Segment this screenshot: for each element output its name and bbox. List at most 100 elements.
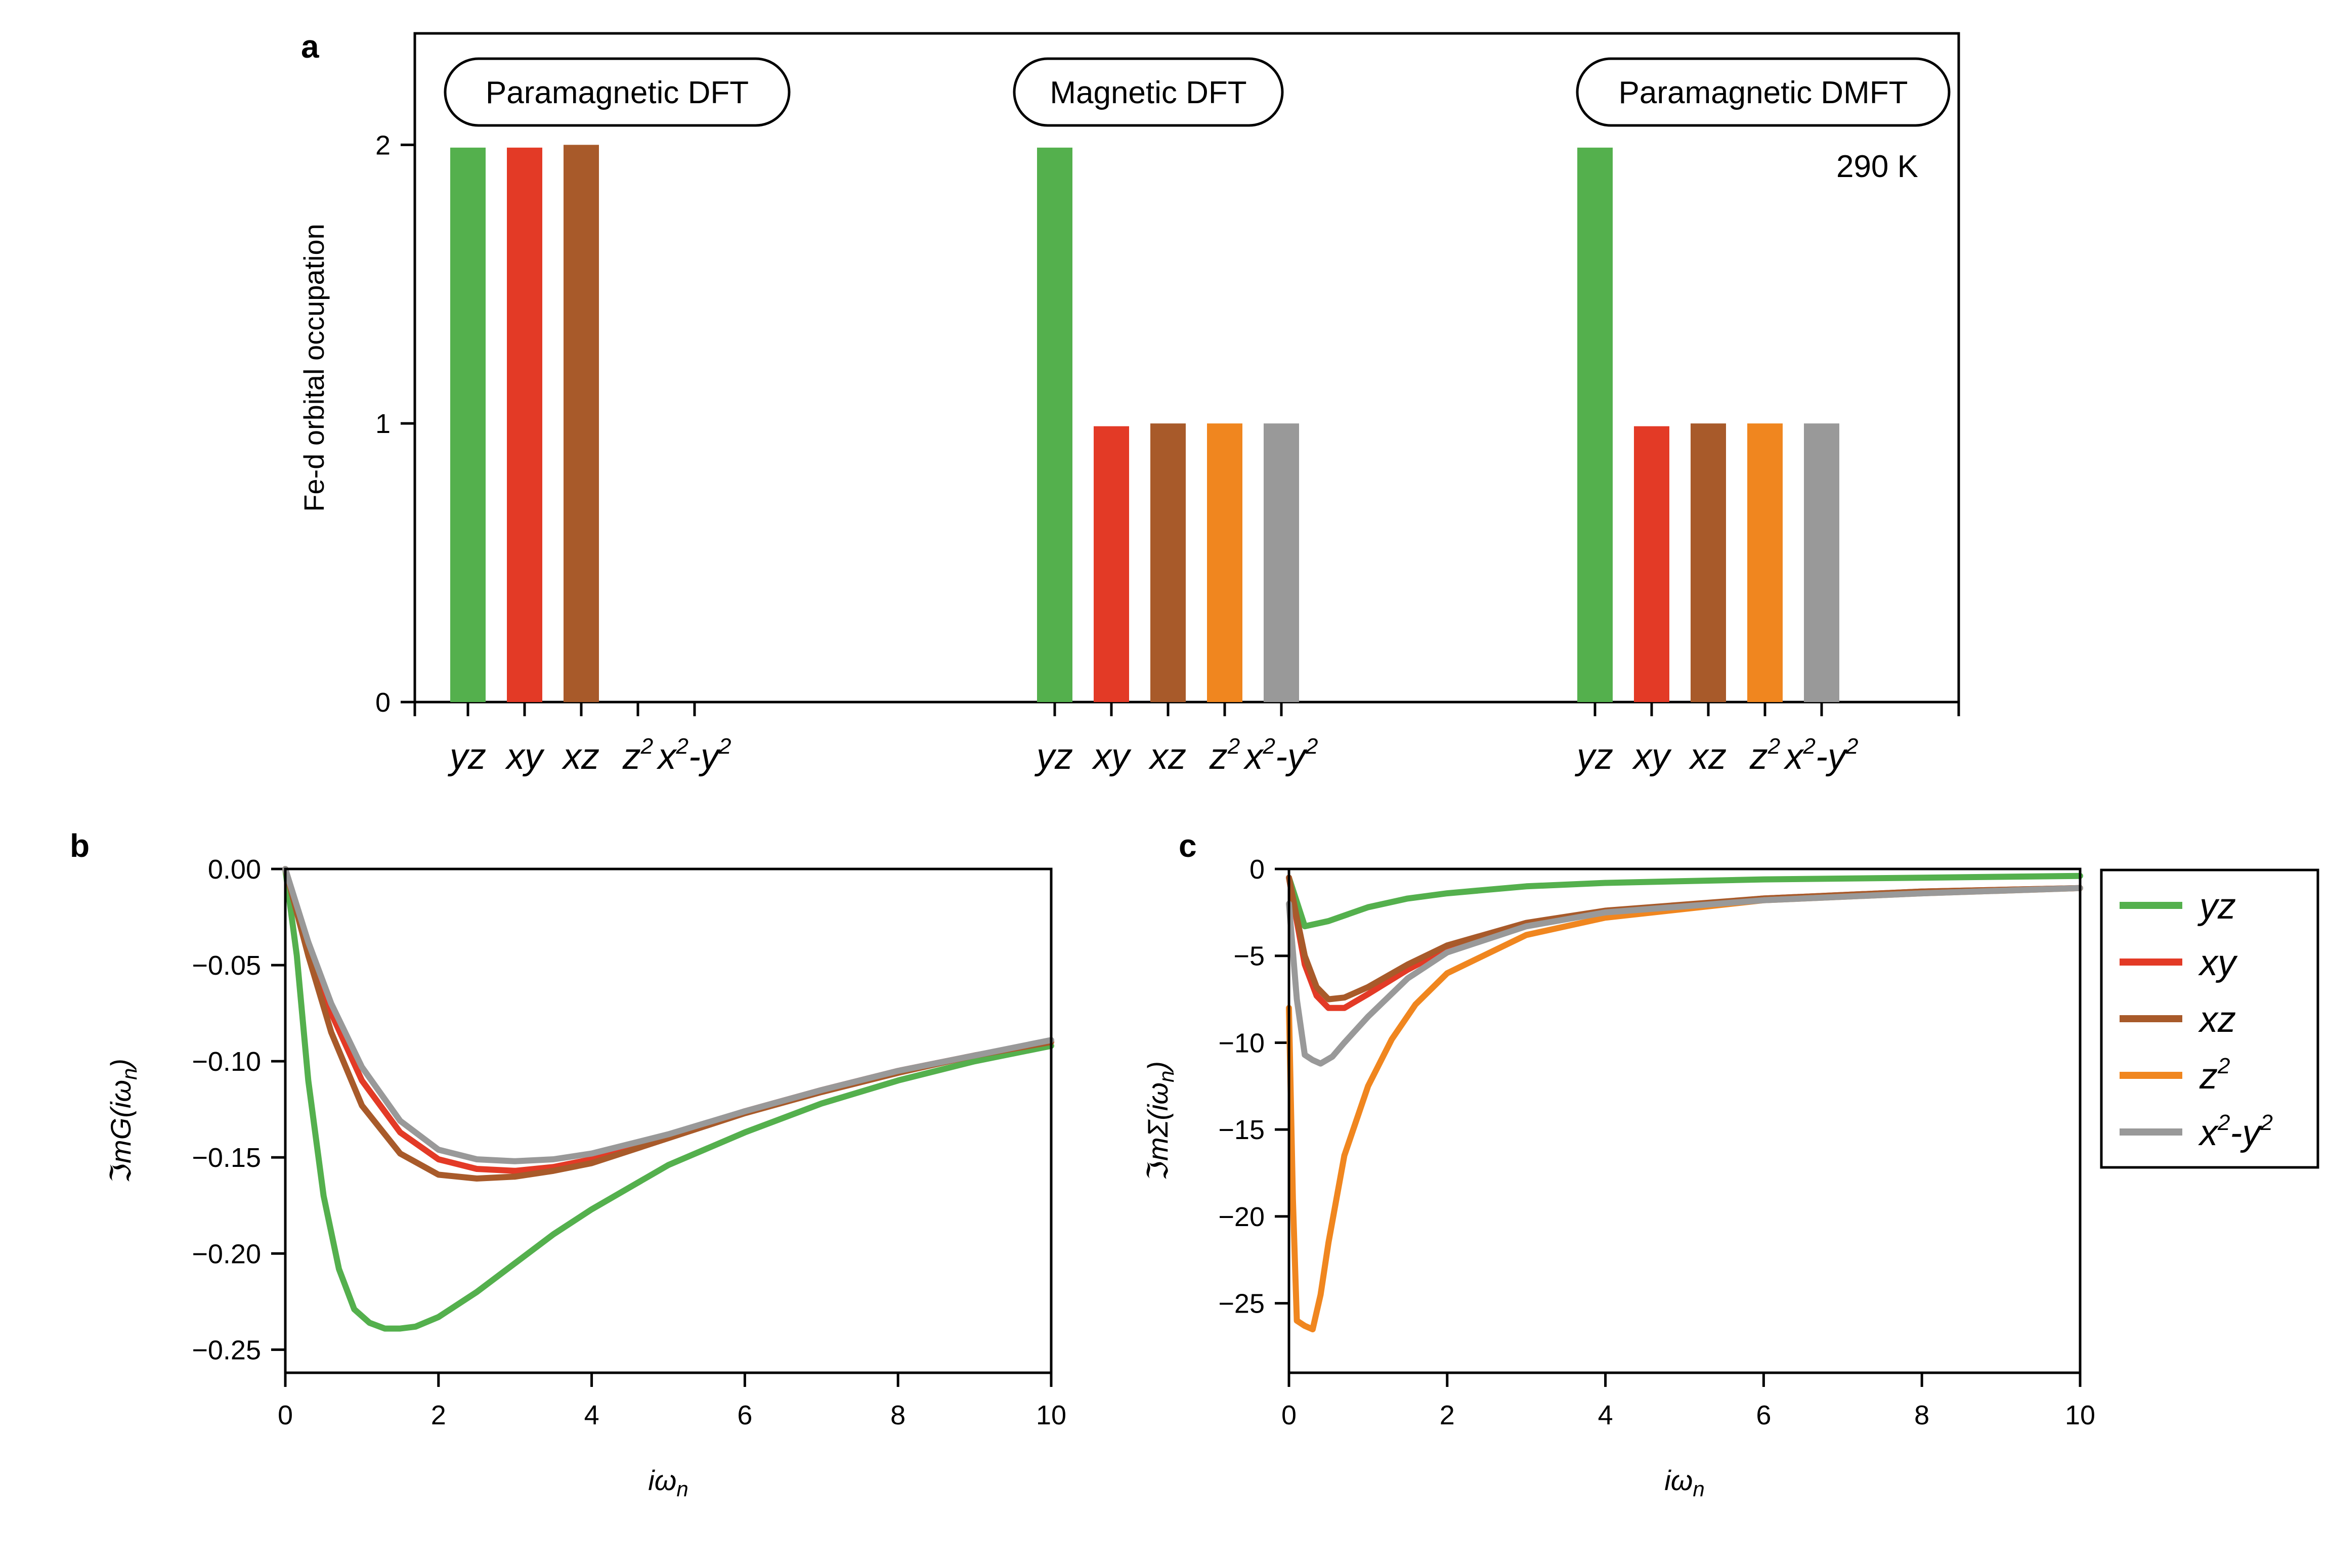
y-tick-label: −0.05 [192,950,261,981]
legend-label-yz: yz [2197,886,2236,927]
category-label-xy: xy [1092,736,1132,777]
category-label-base: xz [562,736,599,777]
bar-2-xz [1691,423,1726,702]
series-line-z2 [1286,885,2083,1333]
category-label-xz: xz [562,736,599,777]
category-label-x2-y2: x2-y2 [1243,734,1318,777]
legend-label-x2-y2: x2-y2 [2198,1110,2273,1153]
y-tick-label: −20 [1218,1202,1265,1232]
plot-frame [1287,867,2082,1374]
category-label-mid: -y [1816,736,1848,777]
category-label-xy: xy [1632,736,1672,777]
category-label-x2-y2: x2-y2 [657,734,731,777]
group-label: Paramagnetic DFT [486,75,749,110]
x-axis-label-main: iω [1664,1464,1693,1496]
legend-label-base: z [2199,1056,2218,1097]
category-label-xz: xz [1148,736,1186,777]
y-axis-label: ℑmG(iωn) [105,1059,141,1183]
category-label-sup: 2 [1803,734,1816,759]
category-label-base: xz [1689,736,1727,777]
legend-label-z2: z2 [2199,1054,2230,1097]
category-label-z2: z2 [622,734,653,777]
category-label-z2: z2 [1749,734,1780,777]
category-label-base: yz [447,736,486,777]
legend-label-xy: xy [2198,943,2238,983]
y-tick-label: 0 [375,687,391,718]
bar-2-z2 [1747,423,1783,702]
x-tick-label: 4 [584,1400,599,1430]
x-axis-label: iωn [1664,1464,1704,1501]
panel-label-b: b [70,827,90,864]
bar-1-z2 [1207,423,1242,702]
legend-label-base: xy [2198,943,2238,983]
category-label-base: x [657,736,678,777]
category-label-z2: z2 [1209,734,1240,777]
category-label-sup: 2 [676,734,688,759]
category-label-sup: 2 [1227,734,1240,759]
category-label-sup: 2 [640,734,653,759]
x-tick-label: 0 [1281,1400,1297,1430]
y-axis-label: Fe-d orbital occupation [298,224,330,512]
category-label-base: yz [1034,736,1073,777]
y-tick-label: −0.25 [192,1335,261,1365]
legend-label-sup: 2 [2217,1110,2230,1135]
bar-1-yz [1037,147,1072,702]
legend-label-xz: xz [2198,999,2236,1040]
y-tick-label: −15 [1218,1115,1265,1145]
legend-label-base: x [2198,1113,2219,1153]
series-line-yz [1286,873,2083,930]
y-tick-label: −25 [1218,1289,1265,1319]
category-label-mid: -y [1275,736,1308,777]
series-line-xy [282,866,1054,1174]
temperature-annotation: 290 K [1836,149,1918,184]
panel-label-c: c [1179,827,1197,864]
legend-label-mid: -y [2230,1113,2262,1153]
legend-label-sup: 2 [2217,1054,2230,1078]
category-label-sup: 2 [1767,734,1780,759]
category-label-sup2: 2 [718,734,731,759]
x-tick-label: 2 [1440,1400,1455,1430]
category-label-sup2: 2 [1845,734,1858,759]
category-label-base: xy [1092,736,1132,777]
category-label-base: xy [1632,736,1672,777]
panel-label-a: a [301,28,319,65]
plot-frame [413,32,1960,704]
y-tick-label: 2 [375,130,391,160]
y-tick-label: −0.15 [192,1143,261,1173]
panel-b-green-function-plot: 0 2 4 6 8 100.00−0.05−0.10−0.15−0.20−0.25iωnℑ… [105,854,1066,1501]
series-line-yz [282,866,1054,1332]
category-label-xz: xz [1689,736,1727,777]
legend-label-sup2: 2 [2260,1110,2272,1135]
bar-0-xz [564,145,599,702]
y-axis-label-main: ℑmΣ(iω [1142,1082,1174,1181]
bar-1-xy [1094,426,1129,702]
series-line-x2-y2 [282,866,1054,1164]
category-label-yz: yz [447,736,486,777]
x-axis-label-sub: n [1693,1477,1704,1501]
y-tick-label: −5 [1233,941,1265,972]
series-line-x2-y2 [1286,885,2083,1067]
y-tick-label: 0.00 [208,854,261,885]
x-tick-label: 10 [2065,1400,2095,1430]
category-label-mid: -y [688,736,721,777]
category-label-base: z [1209,736,1228,777]
category-label-x2-y2: x2-y2 [1784,734,1859,777]
x-axis-label: iωn [648,1464,688,1501]
bar-1-xz [1150,423,1186,702]
category-label-base: x [1243,736,1265,777]
y-axis-label-sub: n [117,1068,141,1080]
x-tick-label: 0 [278,1400,293,1430]
y-tick-label: 1 [375,409,391,439]
plot-frame [284,867,1053,1374]
group-label-frame [1013,57,1284,127]
x-tick-label: 8 [890,1400,905,1430]
x-tick-label: 2 [431,1400,446,1430]
bar-2-x2-y2 [1804,423,1839,702]
category-label-base: z [622,736,641,777]
bar-0-xy [507,147,542,702]
x-tick-label: 6 [737,1400,752,1430]
group-label-frame [444,57,791,127]
